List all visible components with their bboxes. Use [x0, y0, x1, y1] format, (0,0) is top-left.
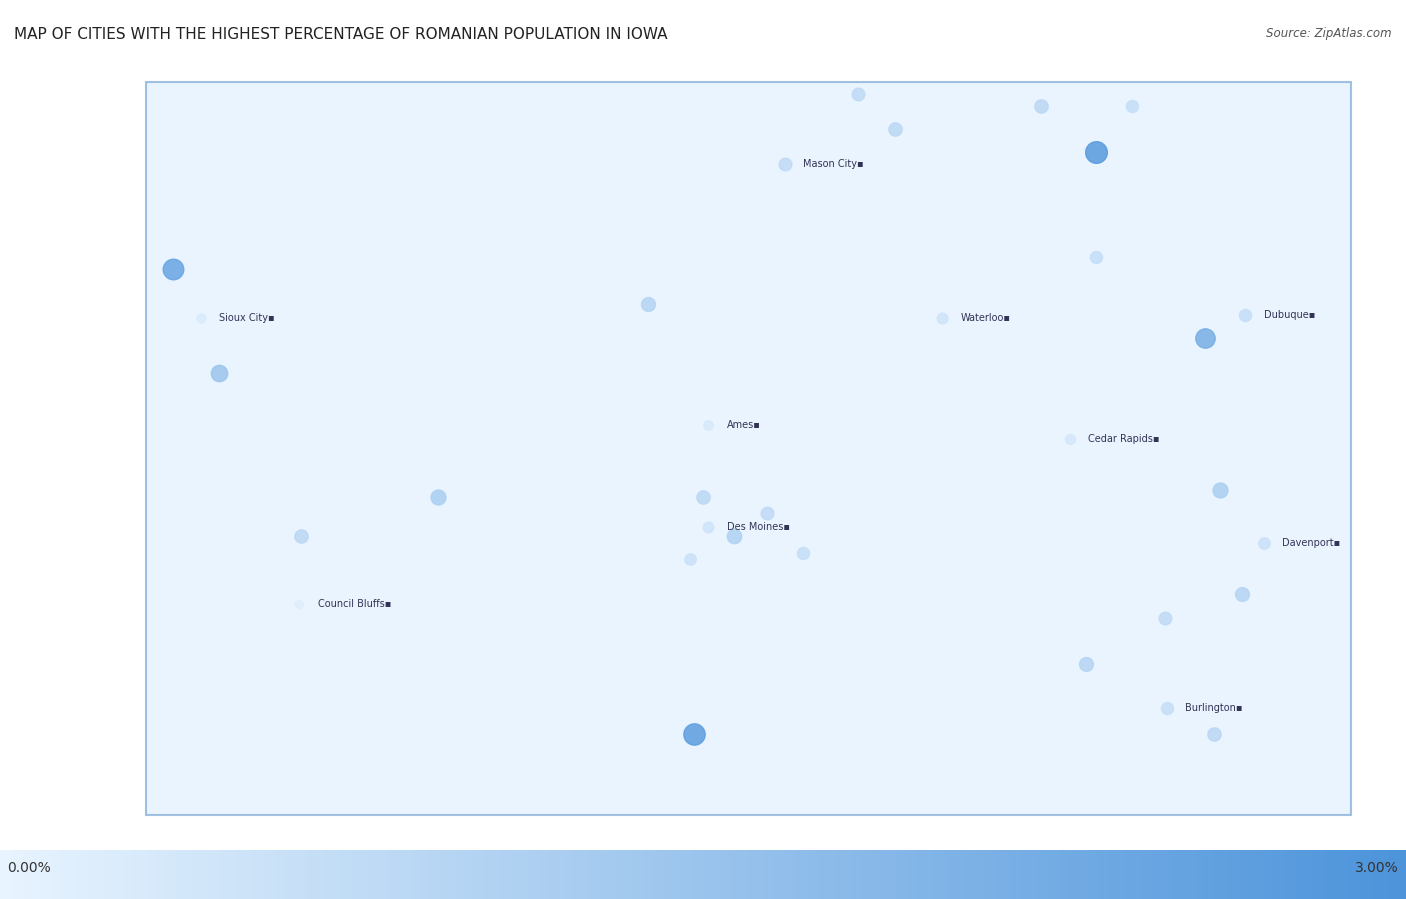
Point: [1209, 483, 1232, 497]
Point: [1230, 587, 1253, 601]
Point: [1029, 99, 1052, 113]
Text: Sioux City▪: Sioux City▪: [219, 313, 274, 323]
Text: Davenport▪: Davenport▪: [1282, 539, 1340, 548]
Text: Burlington▪: Burlington▪: [1185, 703, 1243, 714]
Point: [792, 546, 814, 560]
Point: [290, 529, 312, 543]
Point: [679, 552, 702, 566]
Text: Mason City▪: Mason City▪: [803, 159, 865, 169]
Point: [1084, 250, 1107, 264]
Point: [1059, 432, 1081, 446]
Point: [1194, 331, 1216, 345]
Point: [1076, 657, 1098, 672]
Text: MAP OF CITIES WITH THE HIGHEST PERCENTAGE OF ROMANIAN POPULATION IN IOWA: MAP OF CITIES WITH THE HIGHEST PERCENTAG…: [14, 27, 668, 42]
Text: 3.00%: 3.00%: [1355, 860, 1399, 875]
Point: [637, 297, 659, 311]
Point: [883, 122, 905, 137]
Text: Cedar Rapids▪: Cedar Rapids▪: [1088, 433, 1160, 443]
Text: Des Moines▪: Des Moines▪: [727, 522, 790, 532]
Text: Council Bluffs▪: Council Bluffs▪: [318, 599, 391, 609]
Point: [723, 529, 745, 543]
Point: [1154, 610, 1177, 625]
Text: Ames▪: Ames▪: [727, 420, 761, 430]
Point: [931, 310, 953, 325]
Point: [773, 156, 796, 171]
Point: [755, 506, 778, 521]
Polygon shape: [146, 83, 1351, 815]
Point: [1084, 145, 1107, 159]
Point: [1156, 701, 1178, 716]
Point: [683, 726, 706, 741]
Text: 0.00%: 0.00%: [7, 860, 51, 875]
Text: Waterloo▪: Waterloo▪: [960, 313, 1011, 323]
Point: [697, 520, 720, 534]
Point: [1204, 726, 1226, 741]
Point: [1253, 536, 1275, 550]
Point: [190, 310, 212, 325]
Point: [208, 366, 231, 380]
Point: [697, 417, 720, 432]
Point: [692, 489, 714, 503]
Point: [846, 87, 869, 102]
Text: Dubuque▪: Dubuque▪: [1264, 310, 1315, 320]
Point: [288, 597, 311, 611]
Point: [1234, 308, 1257, 323]
Text: Source: ZipAtlas.com: Source: ZipAtlas.com: [1267, 27, 1392, 40]
Point: [162, 262, 184, 276]
Point: [427, 489, 450, 503]
Point: [1121, 99, 1143, 113]
